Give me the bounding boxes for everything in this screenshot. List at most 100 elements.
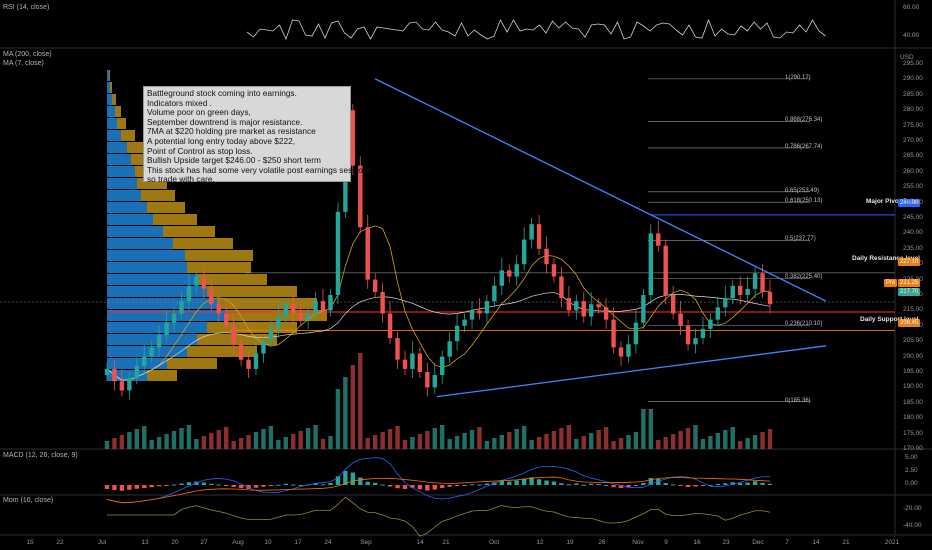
candle-down [611, 319, 616, 348]
volume-bar [253, 432, 259, 449]
momentum-axis-label: -20.00 [903, 505, 922, 512]
macd-histogram-bar [216, 484, 221, 486]
macd-histogram-bar [149, 485, 154, 488]
volume-bar [641, 409, 646, 449]
volume-profile-bar-down [217, 298, 317, 309]
volume-bar [209, 433, 214, 449]
volume-bar [551, 431, 557, 449]
volume-bar [492, 438, 497, 449]
mom-title: Mom (10, close) [3, 497, 54, 504]
volume-profile-bar-down [121, 130, 135, 141]
candle-down [387, 313, 393, 339]
volume-bar [335, 389, 341, 449]
candle-up [328, 295, 333, 311]
candle-up [194, 276, 199, 286]
macd-histogram-bar [745, 482, 750, 485]
macd-histogram-bar [283, 483, 288, 485]
volume-bar [514, 429, 519, 449]
note-line: Battleground stock coming into earnings. [147, 88, 297, 98]
volume-bar [447, 439, 452, 449]
price-axis-label: 205.00 [903, 337, 923, 345]
macd-title: MACD (12, 26, close, 9) [3, 452, 78, 459]
macd-histogram-bar [469, 484, 475, 486]
time-axis-label: 14 [416, 539, 424, 546]
candle-up [410, 353, 415, 369]
volume-bar [365, 438, 370, 449]
price-axis-label: 220.00 [903, 291, 923, 298]
analysis-note[interactable]: Battleground stock coming into earnings.… [143, 86, 372, 184]
candle-up [752, 273, 758, 289]
candle-down [544, 248, 549, 265]
volume-bar [171, 431, 177, 449]
macd-histogram-bar [618, 485, 624, 488]
macd-histogram-bar [223, 485, 229, 486]
time-axis-label: Dec [752, 539, 764, 546]
candle-down [291, 304, 296, 314]
volume-bar [454, 436, 460, 449]
volume-bar [238, 438, 244, 449]
volume-profile-bar-down [115, 106, 121, 117]
candle-up [462, 319, 467, 326]
volume-bar [343, 377, 348, 449]
macd-histogram-bar [566, 484, 572, 486]
macd-histogram-bar [730, 482, 735, 485]
candle-up [283, 304, 288, 317]
price-axis-label: 170.00 [903, 445, 923, 452]
volume-profile-bar-up [107, 154, 131, 165]
macd-histogram-bar [633, 485, 639, 486]
price-axis-label: 250.00 [903, 198, 923, 206]
macd-histogram-bar [119, 485, 125, 491]
note-line: A potential long entry today above $222, [147, 135, 296, 146]
volume-profile-bar-up [107, 142, 127, 153]
macd-histogram-bar [693, 485, 698, 487]
candle-up [521, 239, 527, 265]
macd-histogram-bar [268, 485, 274, 486]
macd-histogram-bar [313, 483, 318, 485]
time-axis-label: 7 [785, 539, 789, 546]
time-axis-label: 14 [812, 539, 820, 546]
macd-histogram-bar [685, 485, 691, 487]
candle-down [216, 304, 221, 314]
macd-histogram-bar [164, 485, 169, 486]
candle-down [559, 276, 564, 299]
volume-profile-bar-up [107, 94, 112, 105]
rsi-title: RSI (14, close) [3, 4, 50, 11]
volume-profile-bar-down [197, 274, 267, 285]
volume-bar [291, 434, 296, 449]
volume-bar [529, 440, 534, 449]
candle-down [618, 347, 624, 357]
volume-profile-bar-up [107, 334, 197, 345]
candle-down [320, 301, 326, 311]
volume-bar [156, 437, 162, 449]
volume-profile-bar-up [107, 70, 109, 81]
volume-bar [440, 425, 445, 449]
last-price-tag-b: 217.70 [898, 288, 921, 296]
price-axis-label: 225.00 [903, 275, 923, 283]
macd-histogram-bar [104, 485, 110, 489]
macd-axis-label: 2.50 [905, 467, 918, 474]
volume-bar [194, 439, 199, 449]
volume-bar [134, 429, 139, 449]
candle-down [551, 264, 557, 277]
macd-histogram-bar [507, 481, 512, 485]
price-axis-label: 195.00 [903, 368, 923, 375]
price-axis-label: 180.00 [903, 414, 923, 422]
volume-bar [760, 432, 765, 449]
macd-histogram-bar [142, 485, 147, 488]
candle-up [447, 341, 452, 357]
volume-bar [119, 435, 125, 449]
macd-histogram-bar [320, 484, 326, 486]
volume-bar [499, 435, 505, 449]
rsi-axis-label: 60.00 [903, 4, 920, 11]
candle-up [335, 211, 341, 295]
candle-up [574, 301, 579, 311]
candle-up [432, 375, 437, 388]
candle-up [693, 338, 698, 345]
volume-profile-bar-up [107, 166, 135, 177]
candle-up [469, 310, 475, 320]
volume-bar [127, 432, 132, 449]
candle-up [261, 341, 266, 354]
price-axis-label: 260.00 [903, 167, 923, 175]
note-line: Bullish Upside target $246.00 - $250 sho… [147, 155, 321, 166]
